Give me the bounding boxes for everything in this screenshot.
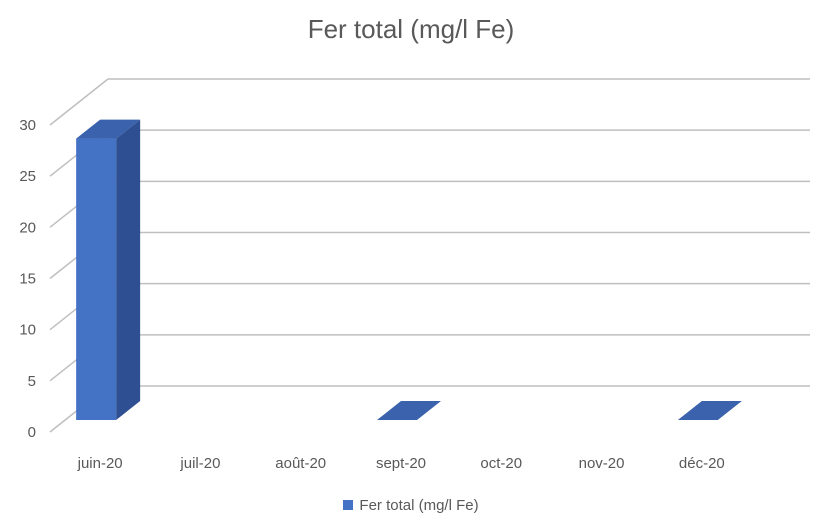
bar-front xyxy=(76,138,117,421)
x-tick-label: déc-20 xyxy=(679,455,725,472)
x-tick-label: août-20 xyxy=(275,455,326,472)
bar-side xyxy=(116,119,141,420)
y-tick-label: 20 xyxy=(19,219,36,236)
bar-top xyxy=(76,119,141,139)
y-tick-label: 10 xyxy=(19,322,36,339)
legend: Fer total (mg/l Fe) xyxy=(0,497,822,514)
y-tick-label: 15 xyxy=(19,271,36,288)
bar xyxy=(377,401,441,420)
bar xyxy=(677,401,742,420)
x-tick-label: juin-20 xyxy=(77,455,123,472)
y-tick-label: 5 xyxy=(28,373,36,390)
y-tick-label: 30 xyxy=(19,117,36,134)
bar-top xyxy=(677,401,742,420)
bar-top xyxy=(377,401,441,420)
bar xyxy=(76,119,141,421)
x-tick-label: sept-20 xyxy=(376,455,426,472)
y-tick-label: 25 xyxy=(19,168,36,185)
y-tick-label: 0 xyxy=(28,424,36,441)
legend-label: Fer total (mg/l Fe) xyxy=(359,497,479,514)
x-tick-label: oct-20 xyxy=(480,455,522,472)
chart-title: Fer total (mg/l Fe) xyxy=(307,14,515,44)
gridline-wall xyxy=(49,78,109,126)
x-tick-label: juil-20 xyxy=(179,455,220,472)
x-tick-label: nov-20 xyxy=(579,455,625,472)
legend-swatch xyxy=(343,499,354,510)
